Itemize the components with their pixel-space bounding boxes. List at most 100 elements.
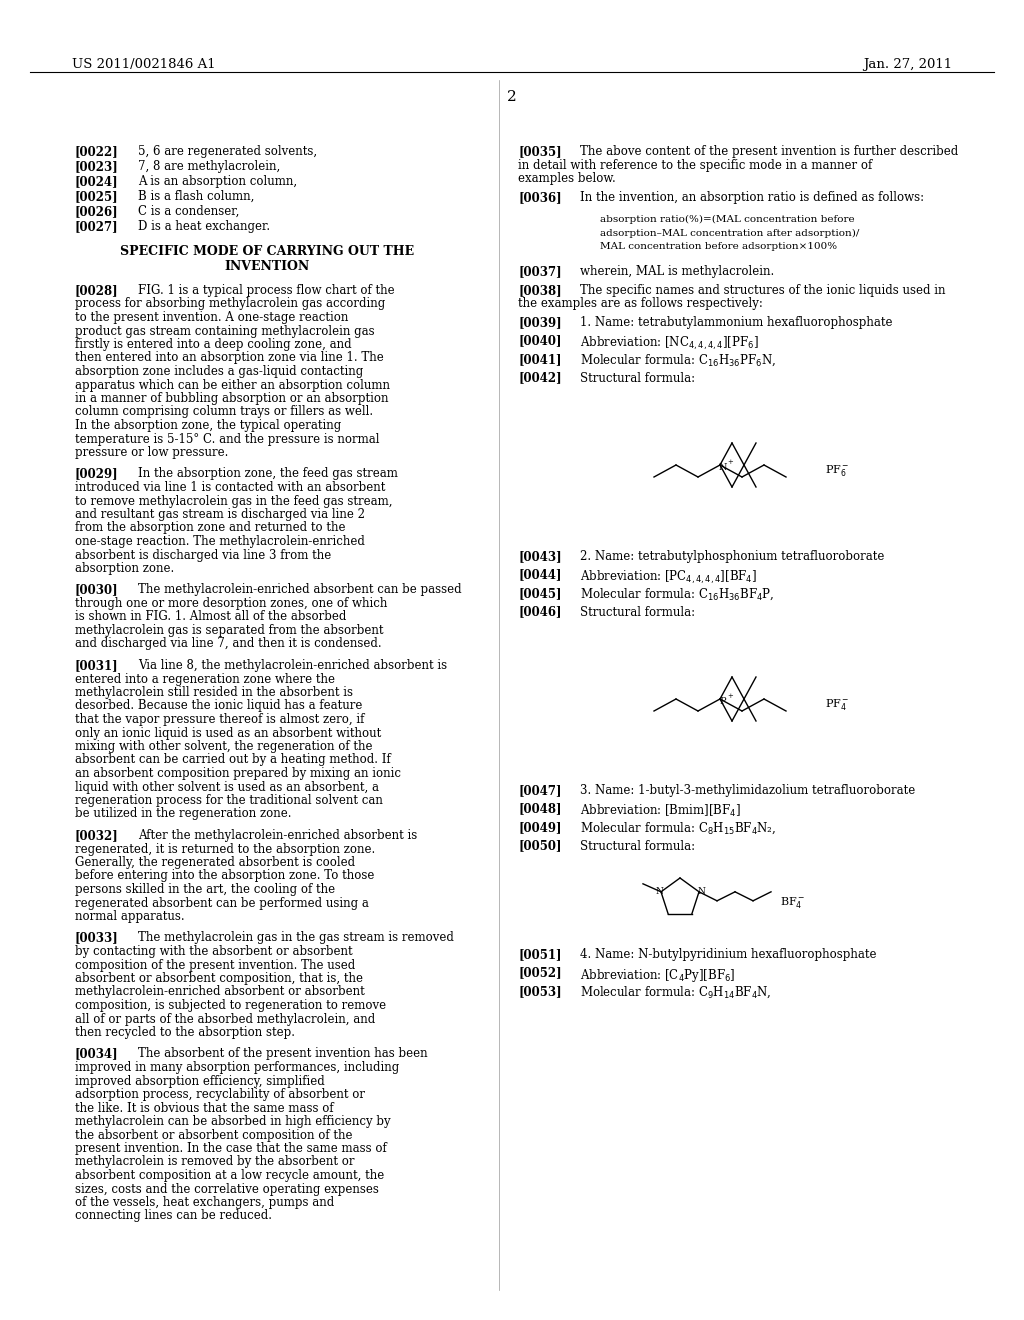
Text: In the invention, an absorption ratio is defined as follows:: In the invention, an absorption ratio is…: [580, 191, 924, 205]
Text: Molecular formula: C$_{16}$H$_{36}$PF$_{6}$N,: Molecular formula: C$_{16}$H$_{36}$PF$_{…: [580, 352, 776, 368]
Text: an absorbent composition prepared by mixing an ionic: an absorbent composition prepared by mix…: [75, 767, 401, 780]
Text: absorption zone.: absorption zone.: [75, 562, 174, 576]
Text: one-stage reaction. The methylacrolein-enriched: one-stage reaction. The methylacrolein-e…: [75, 535, 365, 548]
Text: improved absorption efficiency, simplified: improved absorption efficiency, simplifi…: [75, 1074, 325, 1088]
Text: by contacting with the absorbent or absorbent: by contacting with the absorbent or abso…: [75, 945, 352, 958]
Text: [0044]: [0044]: [518, 569, 561, 582]
Text: 4. Name: N-butylpyridinium hexafluorophosphate: 4. Name: N-butylpyridinium hexafluoropho…: [580, 948, 877, 961]
Text: absorbent composition at a low recycle amount, the: absorbent composition at a low recycle a…: [75, 1170, 384, 1181]
Text: P: P: [720, 697, 726, 706]
Text: +: +: [727, 458, 733, 466]
Text: A is an absorption column,: A is an absorption column,: [138, 176, 297, 187]
Text: [0026]: [0026]: [75, 205, 119, 218]
Text: [0028]: [0028]: [75, 284, 119, 297]
Text: In the absorption zone, the feed gas stream: In the absorption zone, the feed gas str…: [138, 467, 398, 480]
Text: [0052]: [0052]: [518, 966, 561, 979]
Text: absorbent is discharged via line 3 from the: absorbent is discharged via line 3 from …: [75, 549, 331, 561]
Text: US 2011/0021846 A1: US 2011/0021846 A1: [72, 58, 216, 71]
Text: [0023]: [0023]: [75, 160, 119, 173]
Text: [0036]: [0036]: [518, 191, 561, 205]
Text: the absorbent or absorbent composition of the: the absorbent or absorbent composition o…: [75, 1129, 352, 1142]
Text: Molecular formula: C$_{9}$H$_{14}$BF$_{4}$N,: Molecular formula: C$_{9}$H$_{14}$BF$_{4…: [580, 985, 771, 1001]
Text: PF$_4^-$: PF$_4^-$: [825, 697, 850, 711]
Text: in detail with reference to the specific mode in a manner of: in detail with reference to the specific…: [518, 158, 872, 172]
Text: before entering into the absorption zone. To those: before entering into the absorption zone…: [75, 870, 375, 883]
Text: temperature is 5-15° C. and the pressure is normal: temperature is 5-15° C. and the pressure…: [75, 433, 380, 446]
Text: regenerated, it is returned to the absorption zone.: regenerated, it is returned to the absor…: [75, 842, 375, 855]
Text: [0035]: [0035]: [518, 145, 561, 158]
Text: be utilized in the regeneration zone.: be utilized in the regeneration zone.: [75, 808, 292, 821]
Text: Structural formula:: Structural formula:: [580, 840, 695, 853]
Text: Structural formula:: Structural formula:: [580, 606, 695, 619]
Text: [0038]: [0038]: [518, 284, 561, 297]
Text: [0053]: [0053]: [518, 985, 561, 998]
Text: product gas stream containing methylacrolein gas: product gas stream containing methylacro…: [75, 325, 375, 338]
Text: D is a heat exchanger.: D is a heat exchanger.: [138, 220, 270, 234]
Text: adsorption–MAL concentration after adsorption)/: adsorption–MAL concentration after adsor…: [600, 228, 859, 238]
Text: methylacrolein can be absorbed in high efficiency by: methylacrolein can be absorbed in high e…: [75, 1115, 390, 1129]
Text: through one or more desorption zones, one of which: through one or more desorption zones, on…: [75, 597, 387, 610]
Text: in a manner of bubbling absorption or an absorption: in a manner of bubbling absorption or an…: [75, 392, 388, 405]
Text: Molecular formula: C$_{16}$H$_{36}$BF$_{4}$P,: Molecular formula: C$_{16}$H$_{36}$BF$_{…: [580, 587, 774, 602]
Text: Abbreviation: [Bmim][BF$_{4}$]: Abbreviation: [Bmim][BF$_{4}$]: [580, 803, 741, 818]
Text: INVENTION: INVENTION: [225, 260, 310, 273]
Text: introduced via line 1 is contacted with an absorbent: introduced via line 1 is contacted with …: [75, 480, 385, 494]
Text: [0024]: [0024]: [75, 176, 119, 187]
Text: N: N: [697, 887, 705, 896]
Text: Abbreviation: [C$_{4}$Py][BF$_{6}$]: Abbreviation: [C$_{4}$Py][BF$_{6}$]: [580, 966, 735, 983]
Text: methylacrolein still resided in the absorbent is: methylacrolein still resided in the abso…: [75, 686, 353, 700]
Text: firstly is entered into a deep cooling zone, and: firstly is entered into a deep cooling z…: [75, 338, 351, 351]
Text: After the methylacrolein-enriched absorbent is: After the methylacrolein-enriched absorb…: [138, 829, 417, 842]
Text: the examples are as follows respectively:: the examples are as follows respectively…: [518, 297, 763, 310]
Text: The specific names and structures of the ionic liquids used in: The specific names and structures of the…: [580, 284, 945, 297]
Text: [0043]: [0043]: [518, 550, 561, 564]
Text: absorbent or absorbent composition, that is, the: absorbent or absorbent composition, that…: [75, 972, 362, 985]
Text: examples below.: examples below.: [518, 172, 615, 185]
Text: all of or parts of the absorbed methylacrolein, and: all of or parts of the absorbed methylac…: [75, 1012, 375, 1026]
Text: C is a condenser,: C is a condenser,: [138, 205, 240, 218]
Text: 7, 8 are methylacrolein,: 7, 8 are methylacrolein,: [138, 160, 281, 173]
Text: [0031]: [0031]: [75, 659, 119, 672]
Text: Molecular formula: C$_{8}$H$_{15}$BF$_{4}$N₂,: Molecular formula: C$_{8}$H$_{15}$BF$_{4…: [580, 821, 776, 837]
Text: [0039]: [0039]: [518, 315, 561, 329]
Text: desorbed. Because the ionic liquid has a feature: desorbed. Because the ionic liquid has a…: [75, 700, 362, 713]
Text: [0032]: [0032]: [75, 829, 119, 842]
Text: N: N: [719, 463, 727, 473]
Text: Via line 8, the methylacrolein-enriched absorbent is: Via line 8, the methylacrolein-enriched …: [138, 659, 447, 672]
Text: [0046]: [0046]: [518, 606, 561, 619]
Text: [0033]: [0033]: [75, 932, 119, 945]
Text: [0034]: [0034]: [75, 1048, 119, 1060]
Text: absorption zone includes a gas-liquid contacting: absorption zone includes a gas-liquid co…: [75, 366, 364, 378]
Text: [0041]: [0041]: [518, 352, 561, 366]
Text: regenerated absorbent can be performed using a: regenerated absorbent can be performed u…: [75, 896, 369, 909]
Text: 2: 2: [507, 90, 517, 104]
Text: methylacrolein gas is separated from the absorbent: methylacrolein gas is separated from the…: [75, 624, 384, 638]
Text: adsorption process, recyclability of absorbent or: adsorption process, recyclability of abs…: [75, 1088, 365, 1101]
Text: Jan. 27, 2011: Jan. 27, 2011: [863, 58, 952, 71]
Text: only an ionic liquid is used as an absorbent without: only an ionic liquid is used as an absor…: [75, 726, 381, 739]
Text: composition, is subjected to regeneration to remove: composition, is subjected to regeneratio…: [75, 999, 386, 1012]
Text: PF$_6^-$: PF$_6^-$: [825, 462, 850, 478]
Text: persons skilled in the art, the cooling of the: persons skilled in the art, the cooling …: [75, 883, 335, 896]
Text: Structural formula:: Structural formula:: [580, 371, 695, 384]
Text: normal apparatus.: normal apparatus.: [75, 909, 184, 923]
Text: [0030]: [0030]: [75, 583, 119, 597]
Text: [0049]: [0049]: [518, 821, 561, 834]
Text: present invention. In the case that the same mass of: present invention. In the case that the …: [75, 1142, 387, 1155]
Text: to remove methylacrolein gas in the feed gas stream,: to remove methylacrolein gas in the feed…: [75, 495, 392, 507]
Text: from the absorption zone and returned to the: from the absorption zone and returned to…: [75, 521, 345, 535]
Text: [0029]: [0029]: [75, 467, 119, 480]
Text: [0051]: [0051]: [518, 948, 561, 961]
Text: In the absorption zone, the typical operating: In the absorption zone, the typical oper…: [75, 418, 341, 432]
Text: composition of the present invention. The used: composition of the present invention. Th…: [75, 958, 355, 972]
Text: improved in many absorption performances, including: improved in many absorption performances…: [75, 1061, 399, 1074]
Text: B is a flash column,: B is a flash column,: [138, 190, 254, 203]
Text: 1. Name: tetrabutylammonium hexafluorophosphate: 1. Name: tetrabutylammonium hexafluoroph…: [580, 315, 893, 329]
Text: then recycled to the absorption step.: then recycled to the absorption step.: [75, 1026, 295, 1039]
Text: then entered into an absorption zone via line 1. The: then entered into an absorption zone via…: [75, 351, 384, 364]
Text: SPECIFIC MODE OF CARRYING OUT THE: SPECIFIC MODE OF CARRYING OUT THE: [121, 246, 415, 257]
Text: +: +: [727, 692, 733, 700]
Text: mixing with other solvent, the regeneration of the: mixing with other solvent, the regenerat…: [75, 741, 373, 752]
Text: [0045]: [0045]: [518, 587, 561, 601]
Text: 5, 6 are regenerated solvents,: 5, 6 are regenerated solvents,: [138, 145, 317, 158]
